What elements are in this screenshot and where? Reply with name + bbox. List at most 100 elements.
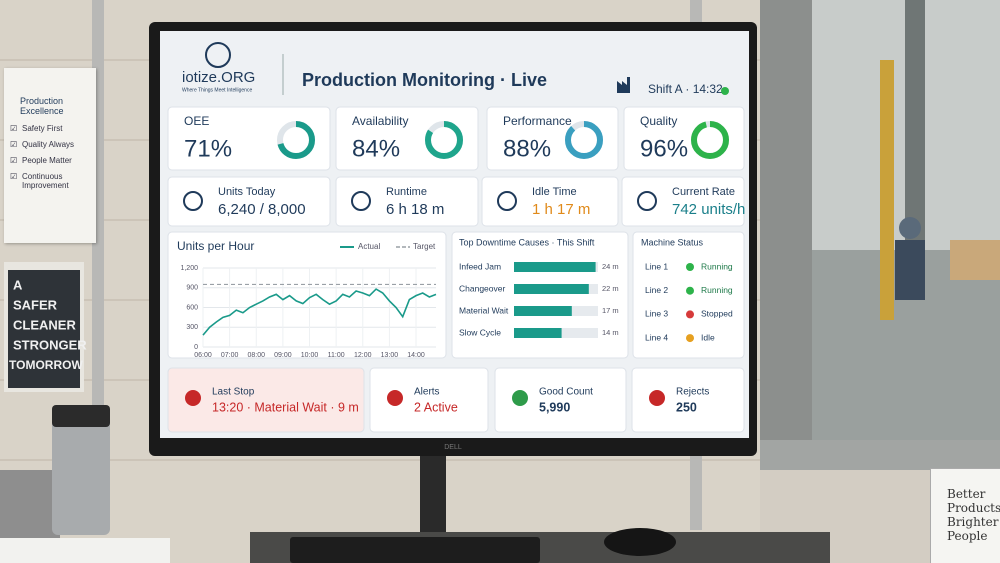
y-tick-label: 300 [186,324,198,331]
note-line: People [947,529,988,543]
factory-icon [617,77,630,93]
card [167,176,331,227]
sign-text: A SAFER CLEANER STRONGER TOMORROW [9,277,87,372]
kpi-label: Performance [503,114,572,128]
stat-value: 6 h 18 m [386,201,444,218]
logo: iotize.ORG [182,69,255,86]
poster-item: Quality Always [10,140,90,149]
poster-item: People Matter [10,156,90,165]
line-label: Line 2 [645,285,668,295]
alert-label: Alerts [414,387,440,398]
sign [8,270,80,388]
legend-label: Actual [358,242,380,251]
sign-line: A [13,277,23,292]
monitor-stand [420,445,446,535]
stat-value: 742 units/h [672,201,745,218]
poster-title: Production Excellence [20,96,64,116]
mouse [604,528,676,556]
poster: Production Excellence Safety First Quali… [4,68,96,243]
stat-value: 1 h 17 m [532,201,590,218]
cause-label: Infeed Jam [459,261,501,271]
kpi-value: 96% [640,135,688,162]
stat-label: Runtime [386,186,427,198]
logo-mark [205,42,231,68]
cause-value: 24 m [602,262,619,271]
stat-label: Units Today [218,186,276,198]
bar [514,328,562,338]
x-tick-label: 08:00 [247,352,265,359]
chart-title: Units per Hour [177,239,254,253]
alert-icon [185,390,201,406]
alert-icon [649,390,665,406]
alert-value: 250 [676,400,697,414]
line-status: Stopped [701,309,733,319]
x-tick-label: 09:00 [274,352,292,359]
kpi-value: 84% [352,135,400,162]
y-tick-label: 0 [194,344,198,351]
x-tick-label: 13:00 [381,352,399,359]
x-tick-label: 06:00 [194,352,212,359]
cause-value: 22 m [602,284,619,293]
stat-icon [183,191,203,211]
stat-value: 6,240 / 8,000 [218,201,306,218]
panel-title: Machine Status [641,237,704,247]
poster-item: Continuous Improvement [10,172,90,190]
y-tick-label: 600 [186,304,198,311]
note-line: Brighter [947,515,999,529]
sticky-note: Better Products Brighter People [930,468,1000,563]
actual-line [202,288,437,336]
ring [565,121,603,159]
alert-value: 2 Active [414,400,458,414]
note-line: Products [947,501,1000,515]
kpi-label: Availability [352,114,408,128]
stat-icon [637,191,657,211]
alert-value: 5,990 [539,400,570,414]
cause-value: 14 m [602,328,619,337]
status-dot [686,334,694,343]
stat-icon [497,191,517,211]
line-label: Line 3 [645,309,668,319]
kpi-value: 71% [184,135,232,162]
x-tick-label: 10:00 [301,352,319,359]
line-label: Line 4 [645,332,668,342]
ring [277,121,315,159]
thermos [52,410,110,535]
sign-line: SAFER [13,297,58,312]
card [632,231,745,359]
alert-label: Good Count [539,387,593,398]
note-line: Better [947,487,986,501]
kpi-label: Quality [640,114,677,128]
legend-label: Target [413,242,436,251]
x-tick-label: 07:00 [221,352,239,359]
dashboard: iotize.ORG Where Things Meet Intelligenc… [167,42,745,433]
status-dot [686,263,694,271]
ring [425,121,463,159]
y-tick-label: 1,200 [180,265,198,272]
y-tick-label: 900 [186,285,198,292]
pen-cup [0,470,60,550]
boxes [950,240,1000,280]
status-dot [686,310,694,319]
stat-label: Current Rate [672,186,735,198]
machine [880,60,894,320]
x-tick-label: 12:00 [354,352,372,359]
thermos-lid [52,405,110,427]
monitor-brand: DELL [444,444,462,451]
window-sill [760,440,1000,470]
card [631,367,745,433]
card [621,176,745,227]
alert-label: Last Stop [212,387,255,398]
sign-line: STRONGER [13,337,87,352]
sign-line: TOMORROW [9,358,83,372]
cause-value: 17 m [602,306,619,315]
worker [895,240,925,300]
card [494,367,627,433]
kpi-label: OEE [184,114,209,128]
ring [691,121,729,159]
x-tick-label: 14:00 [407,352,425,359]
bar [514,262,596,272]
line-status: Running [701,261,733,271]
panel-title: Top Downtime Causes · This Shift [459,237,595,247]
live-dot [721,87,729,95]
